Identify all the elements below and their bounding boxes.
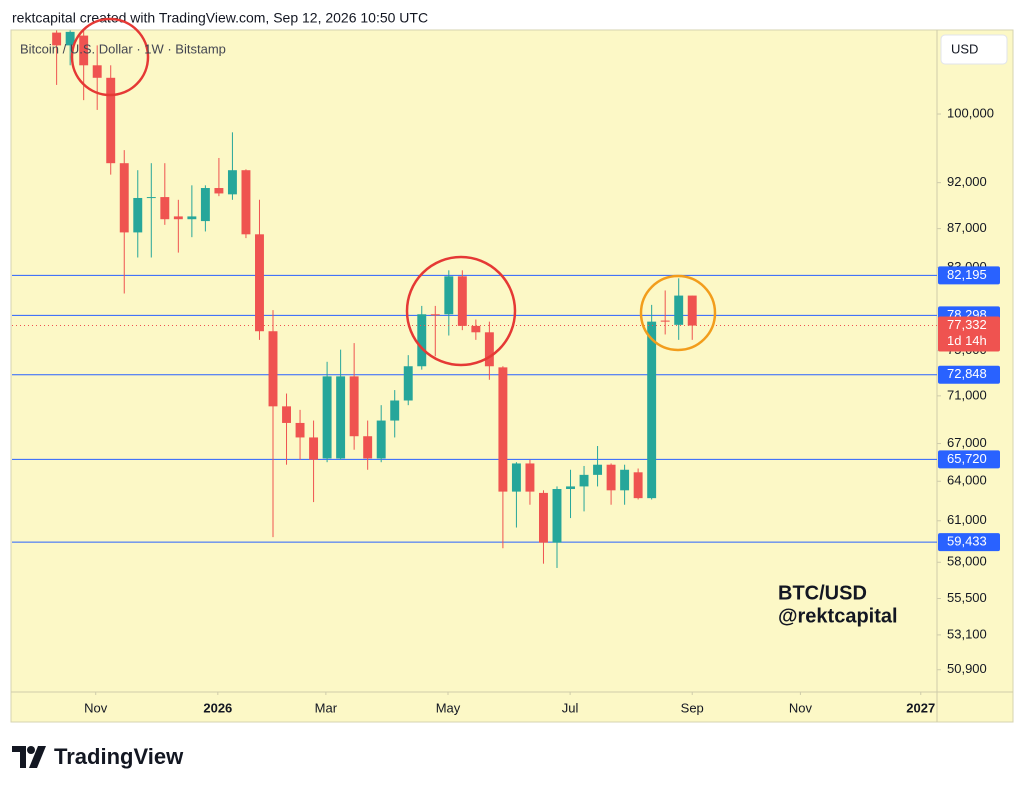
candle-body	[255, 234, 264, 332]
x-tick-label: 2026	[203, 700, 232, 715]
logo-mark	[27, 746, 35, 754]
candle-body	[160, 197, 170, 220]
x-tick-label: Jul	[562, 700, 579, 715]
candle-body	[417, 314, 427, 367]
brand-name: TradingView	[54, 744, 184, 769]
candle-body	[579, 474, 589, 487]
highlight-circle	[70, 17, 150, 97]
countdown: 1d 14h	[947, 333, 987, 348]
header: rektcapital created with TradingView.com…	[12, 10, 428, 26]
candle-body	[471, 325, 481, 333]
annotation: BTC/USD	[778, 582, 867, 604]
y-tick-label: 50,900	[947, 661, 987, 676]
y-tick-label: 55,500	[947, 590, 987, 605]
level-badge	[938, 450, 1000, 469]
annotation: @rektcapital	[778, 605, 898, 627]
candle-body	[552, 489, 562, 543]
last-price-label: 77,332	[947, 317, 987, 332]
level-label: 59,433	[947, 534, 987, 549]
y-tick-label: 92,000	[947, 174, 987, 189]
level-label: 65,720	[947, 451, 987, 466]
candle-body	[106, 77, 116, 164]
x-tick-label: Nov	[84, 700, 108, 715]
candle-body	[295, 422, 305, 438]
candle-body	[606, 464, 616, 491]
candle-body	[511, 463, 521, 492]
plot: 100,00092,00087,00083,00075,00071,00067,…	[12, 30, 994, 715]
y-tick-label: 61,000	[947, 512, 987, 527]
candle-body	[214, 188, 224, 194]
symbol-legend: Bitcoin / U.S. Dollar · 1W · Bitstamp	[20, 41, 226, 56]
candle-body	[633, 472, 643, 499]
candle-body	[674, 295, 684, 325]
candle-body	[593, 464, 603, 475]
x-tick-label: Mar	[315, 700, 338, 715]
candle-body	[660, 320, 670, 322]
level-label: 72,848	[947, 366, 987, 381]
level-label: 82,195	[947, 267, 987, 282]
y-tick-label: 53,100	[947, 626, 987, 641]
candle-body	[200, 188, 210, 222]
logo-mark	[29, 746, 46, 768]
highlight-circle	[639, 274, 717, 352]
candle-body	[227, 170, 237, 195]
candle-body	[390, 400, 400, 421]
candle-body	[52, 32, 62, 46]
candle-body	[566, 486, 575, 490]
chart-background	[10, 29, 1014, 723]
candle-body	[457, 276, 467, 326]
candle-body	[322, 376, 332, 459]
candle-body	[539, 492, 548, 543]
candle-body	[498, 367, 508, 492]
x-tick-label: Nov	[789, 700, 813, 715]
logo-mark	[12, 746, 26, 768]
candle-body	[376, 420, 386, 459]
candle-body	[65, 31, 75, 46]
x-tick-label: Sep	[681, 700, 704, 715]
candle-body	[146, 197, 156, 199]
y-tick-label: 64,000	[947, 473, 987, 488]
brand-logo: TradingView	[12, 744, 184, 769]
candle-body	[309, 437, 319, 460]
y-tick-label: 87,000	[947, 220, 987, 235]
highlight-circle	[405, 255, 517, 367]
candle-body	[79, 35, 89, 66]
candle-body	[241, 170, 251, 235]
candle-body	[349, 376, 359, 437]
candle-body	[525, 463, 535, 492]
x-tick-label: 2027	[906, 700, 935, 715]
y-tick-label: 71,000	[947, 387, 987, 402]
currency-label[interactable]: USD	[951, 41, 978, 56]
candle-body	[336, 376, 346, 459]
candle-body	[119, 163, 129, 233]
y-tick-label: 67,000	[947, 435, 987, 450]
candle-body	[133, 197, 143, 233]
level-badge	[938, 533, 1000, 552]
candle-body	[444, 276, 454, 315]
candle-body	[687, 295, 697, 326]
x-tick-label: May	[436, 700, 461, 715]
candle-body	[484, 332, 494, 367]
candle-body	[92, 65, 102, 78]
y-tick-label: 58,000	[947, 554, 987, 569]
candle-body	[620, 469, 630, 491]
level-badge	[938, 266, 1000, 285]
candle-body	[430, 314, 440, 316]
candle-body	[173, 216, 183, 220]
candle-body	[282, 406, 291, 423]
candle-body	[647, 321, 657, 499]
last-price-badge	[938, 316, 1000, 352]
level-badge	[938, 365, 1000, 384]
currency-button[interactable]	[940, 34, 1008, 65]
candle-body	[268, 331, 278, 407]
candle-body	[363, 436, 373, 459]
candle-body	[187, 216, 197, 220]
overlay: Bitcoin / U.S. Dollar · 1W · Bitstamp BT…	[20, 17, 1008, 627]
candle-body	[403, 366, 413, 401]
y-tick-label: 100,000	[947, 105, 994, 120]
